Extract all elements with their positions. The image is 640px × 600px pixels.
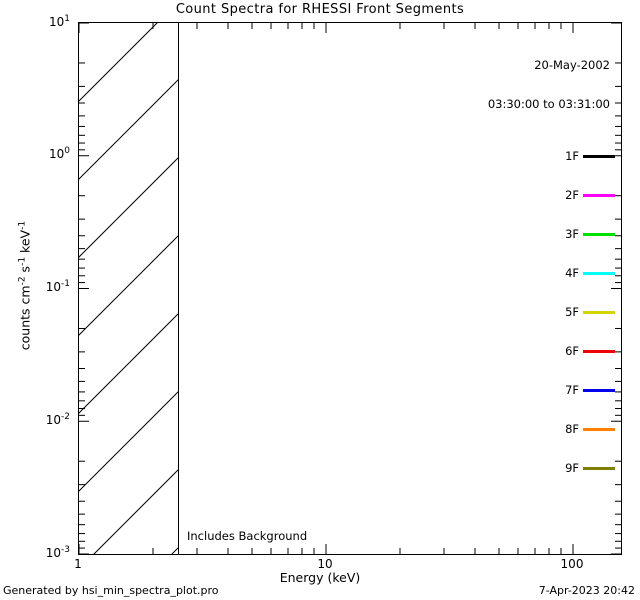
legend-date: 20-May-2002 xyxy=(534,58,610,72)
legend-time-range: 03:30:00 to 03:31:00 xyxy=(487,97,610,111)
legend-color-swatch xyxy=(583,428,615,431)
y-tick-exponent: -2 xyxy=(61,412,70,422)
plot-annotations: Includes Background Att A0, FDecim 1 xyxy=(187,504,307,554)
plot-canvas: Includes Background Att A0, FDecim 1 xyxy=(79,23,621,554)
page-title: Count Spectra for RHESSI Front Segments xyxy=(175,2,465,17)
y-axis-title-sup1: -2 xyxy=(17,276,28,286)
x-tick-label-10: 10 xyxy=(317,557,333,571)
legend-item-2F[interactable]: 2F xyxy=(430,189,615,202)
legend-item-9F[interactable]: 9F xyxy=(430,462,615,475)
legend-item-label: 3F xyxy=(565,227,579,241)
annotation-includes-background: Includes Background xyxy=(187,529,308,543)
legend-item-1F[interactable]: 1F xyxy=(430,150,615,163)
legend-item-6F[interactable]: 6F xyxy=(430,345,615,358)
hatched-excluded-band xyxy=(79,23,179,554)
legend-item-label: 6F xyxy=(565,344,579,358)
y-tick-exponent: -3 xyxy=(61,545,70,555)
legend-color-swatch xyxy=(583,350,615,353)
footer-generator: Generated by hsi_min_spectra_plot.pro xyxy=(3,584,219,597)
plot-area: Includes Background Att A0, FDecim 1 xyxy=(78,22,622,555)
legend-item-3F[interactable]: 3F xyxy=(430,228,615,241)
hatch-pattern-icon xyxy=(79,23,179,554)
x-tick-label-100: 100 xyxy=(560,557,584,571)
y-tick-label-10e-1: 10-1 xyxy=(45,279,70,294)
y-tick-label-10e0: 100 xyxy=(48,146,70,161)
y-axis-title: counts cm-2 s-1 keV-1 xyxy=(17,176,32,396)
y-axis-title-sup3: -1 xyxy=(17,220,28,230)
footer-timestamp: 7-Apr-2023 20:42 xyxy=(538,584,635,597)
y-axis-title-base: counts cm xyxy=(17,285,33,351)
legend-item-7F[interactable]: 7F xyxy=(430,384,615,397)
legend: 20-May-2002 03:30:00 to 03:31:00 1F 2F 3… xyxy=(430,33,615,488)
y-axis-title-sup2: -1 xyxy=(17,256,28,266)
legend-item-label: 7F xyxy=(565,383,579,397)
legend-color-swatch xyxy=(583,467,615,470)
legend-color-swatch xyxy=(583,233,615,236)
legend-item-5F[interactable]: 5F xyxy=(430,306,615,319)
legend-color-swatch xyxy=(583,272,615,275)
legend-color-swatch xyxy=(583,389,615,392)
y-axis-title-mid1: s xyxy=(17,265,33,277)
y-tick-exponent: 1 xyxy=(64,14,70,24)
legend-item-label: 4F xyxy=(565,266,579,280)
y-tick-label-10e1: 101 xyxy=(48,14,70,29)
legend-color-swatch xyxy=(583,155,615,158)
legend-item-4F[interactable]: 4F xyxy=(430,267,615,280)
legend-color-swatch xyxy=(583,194,615,197)
legend-item-label: 1F xyxy=(565,149,579,163)
y-axis-title-mid2: keV xyxy=(17,229,33,257)
y-tick-exponent: 0 xyxy=(64,146,70,156)
y-tick-exponent: -1 xyxy=(61,279,70,289)
legend-item-label: 5F xyxy=(565,305,579,319)
x-axis-title: Energy (keV) xyxy=(279,570,361,585)
x-tick-label-1: 1 xyxy=(74,557,82,571)
legend-item-label: 8F xyxy=(565,422,579,436)
hatch-band-edge xyxy=(178,23,179,554)
legend-item-8F[interactable]: 8F xyxy=(430,423,615,436)
y-tick-label-10e-3: 10-3 xyxy=(45,545,70,560)
axis-ticks xyxy=(79,23,621,554)
legend-item-label: 2F xyxy=(565,188,579,202)
legend-item-label: 9F xyxy=(565,461,579,475)
y-tick-label-10e-2: 10-2 xyxy=(45,412,70,427)
legend-color-swatch xyxy=(583,311,615,314)
